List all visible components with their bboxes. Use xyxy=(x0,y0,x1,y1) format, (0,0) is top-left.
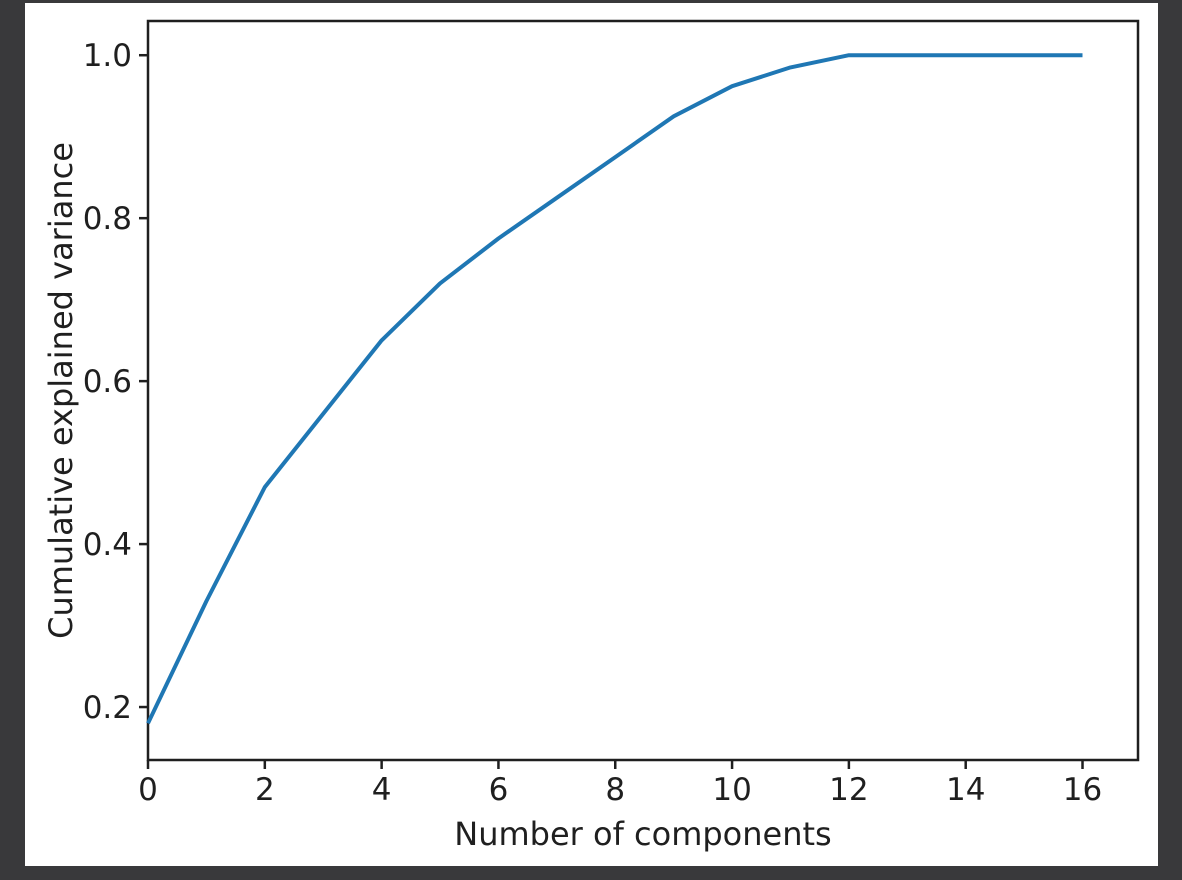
chart-svg: 0 2 4 6 8 10 12 14 16 0.2 0.4 0.6 0.8 1.0 Number of co… xyxy=(42,19,1140,853)
cumulative-variance-curve xyxy=(146,53,1083,725)
x-tick-label: 12 xyxy=(829,772,868,808)
x-tick-label: 16 xyxy=(1063,772,1102,808)
x-tick-label: 14 xyxy=(946,772,985,808)
y-tick-label: 0.8 xyxy=(83,201,132,237)
figure-canvas: 0 2 4 6 8 10 12 14 16 0.2 0.4 0.6 0.8 1.0 Number of co… xyxy=(25,3,1158,866)
y-tick-label: 0.2 xyxy=(83,690,132,726)
y-tick-label: 0.6 xyxy=(83,364,132,400)
x-tick-label: 4 xyxy=(372,772,392,808)
x-tick-label: 10 xyxy=(712,772,751,808)
x-axis-label: Number of components xyxy=(454,815,831,853)
y-tick-label: 1.0 xyxy=(83,38,132,74)
x-tick-label: 0 xyxy=(138,772,158,808)
x-tick-label: 6 xyxy=(489,772,509,808)
axes-frame xyxy=(146,19,1140,762)
x-tick-label: 8 xyxy=(605,772,625,808)
y-tick-label: 0.4 xyxy=(83,527,132,563)
y-axis-label: Cumulative explained variance xyxy=(42,142,80,639)
x-tick-label: 2 xyxy=(255,772,275,808)
